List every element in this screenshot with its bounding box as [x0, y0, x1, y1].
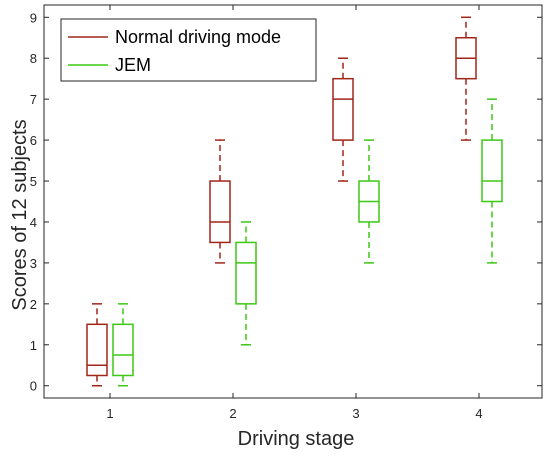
- x-tick-label: 2: [229, 406, 236, 421]
- x-tick-label: 1: [106, 406, 113, 421]
- y-tick-label: 6: [30, 133, 37, 148]
- box: [332, 77, 354, 141]
- legend-label-1: JEM: [115, 55, 151, 75]
- box: [235, 241, 257, 305]
- y-tick-label: 1: [30, 338, 37, 353]
- legend-label-0: Normal driving mode: [115, 27, 281, 47]
- legend: Normal driving mode JEM: [60, 18, 317, 82]
- box: [209, 180, 231, 244]
- x-axis-label: Driving stage: [238, 428, 355, 450]
- y-axis-label: Scores of 12 subjects: [9, 119, 31, 310]
- box: [481, 139, 503, 203]
- y-tick-label: 4: [30, 215, 37, 230]
- y-tick-label: 3: [30, 256, 37, 271]
- y-tick-label: 0: [30, 379, 37, 394]
- y-tick-label: 8: [30, 51, 37, 66]
- box: [86, 323, 108, 377]
- series-0-group: [86, 16, 477, 387]
- y-tick-label: 7: [30, 92, 37, 107]
- plot-frame: [43, 4, 543, 399]
- legend-box: [60, 18, 317, 82]
- x-tick-label: 3: [352, 406, 359, 421]
- y-tick-label: 2: [30, 297, 37, 312]
- x-tick-label: 4: [475, 406, 482, 421]
- y-tick-label: 9: [30, 10, 37, 25]
- box: [112, 323, 134, 377]
- series-1-group: [112, 98, 503, 387]
- y-tick-label: 5: [30, 174, 37, 189]
